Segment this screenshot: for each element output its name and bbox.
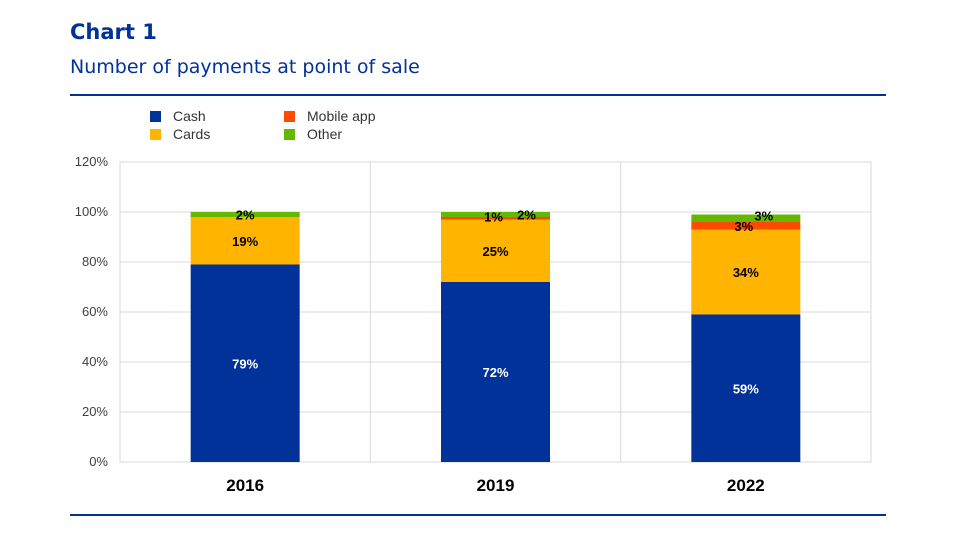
bottom-divider xyxy=(70,514,886,516)
data-label-other-2019: 2% xyxy=(517,208,536,223)
y-tick-label: 60% xyxy=(82,304,108,319)
data-label-mobile-app-2019: 1% xyxy=(484,209,503,224)
data-label-other-2016: 2% xyxy=(236,208,255,223)
bar-segment-cards-2019 xyxy=(441,219,550,282)
top-divider xyxy=(70,94,886,96)
legend-label-mobile-app: Mobile app xyxy=(307,108,376,124)
y-tick-label: 20% xyxy=(82,404,108,419)
legend-label-cards: Cards xyxy=(173,126,210,142)
legend-swatch-other xyxy=(284,129,295,140)
bar-segment-cash-2019 xyxy=(441,282,550,462)
legend-swatch-cash xyxy=(150,111,161,122)
legend-swatch-cards xyxy=(150,129,161,140)
y-tick-label: 40% xyxy=(82,354,108,369)
bar-segment-cash-2016 xyxy=(190,264,300,462)
data-label-mobile-app-2022: 3% xyxy=(734,219,753,234)
legend-swatch-mobile-app xyxy=(284,111,295,122)
chart-title: Chart 1 xyxy=(70,20,157,44)
bar-segment-other-2016 xyxy=(190,212,300,217)
bar-segment-other-2022 xyxy=(691,214,801,222)
bar-segment-cards-2022 xyxy=(691,229,801,315)
bar-segment-mobile-app-2022 xyxy=(691,222,801,230)
y-tick-label: 120% xyxy=(75,154,109,169)
data-label-cards-2019: 25% xyxy=(482,244,508,259)
legend-label-other: Other xyxy=(307,126,342,142)
x-tick-label: 2016 xyxy=(226,476,264,495)
data-label-cash-2016: 79% xyxy=(232,356,258,371)
data-label-cash-2022: 59% xyxy=(733,381,759,396)
chart-subtitle: Number of payments at point of sale xyxy=(70,56,420,78)
y-tick-label: 80% xyxy=(82,254,108,269)
y-tick-label: 0% xyxy=(89,454,108,469)
bar-segment-other-2019 xyxy=(441,212,550,217)
data-label-cards-2022: 34% xyxy=(733,265,759,280)
x-tick-label: 2022 xyxy=(727,476,765,495)
data-label-cash-2019: 72% xyxy=(482,365,508,380)
bar-segment-cards-2016 xyxy=(190,217,300,265)
x-tick-label: 2019 xyxy=(477,476,515,495)
bar-segment-cash-2022 xyxy=(691,314,801,462)
y-tick-label: 100% xyxy=(75,204,109,219)
data-label-other-2022: 3% xyxy=(754,208,773,223)
bar-segment-mobile-app-2019 xyxy=(441,217,550,220)
data-label-cards-2016: 19% xyxy=(232,234,258,249)
legend-label-cash: Cash xyxy=(173,108,206,124)
